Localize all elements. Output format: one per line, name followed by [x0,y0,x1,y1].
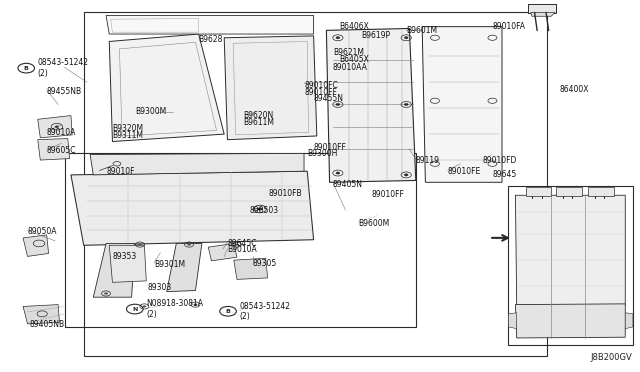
Polygon shape [93,243,135,297]
Text: 89010FB: 89010FB [269,189,303,198]
Text: B9619P: B9619P [362,31,390,41]
Text: 890503: 890503 [250,206,279,215]
Bar [84,12,547,356]
Polygon shape [109,34,224,141]
Circle shape [336,172,340,174]
Polygon shape [525,187,551,196]
Text: 89050A: 89050A [28,227,57,236]
Polygon shape [106,16,314,34]
Text: 86400X: 86400X [559,85,589,94]
Bar [65,153,416,327]
Text: 89010FE: 89010FE [448,167,481,176]
Text: 89405NB: 89405NB [29,321,65,330]
Text: 89010FC: 89010FC [304,81,338,90]
Text: 89305: 89305 [253,259,277,268]
Polygon shape [90,153,304,175]
Text: B: B [24,65,29,71]
Polygon shape [508,313,516,329]
Text: 89010F: 89010F [106,167,134,176]
Text: B9620N: B9620N [243,111,274,120]
Text: B6406X: B6406X [339,22,369,31]
Text: 89010A: 89010A [47,128,76,137]
Polygon shape [234,258,268,279]
Text: B9300M: B9300M [135,108,166,116]
Circle shape [193,304,197,306]
Text: N08918-3081A
(2): N08918-3081A (2) [147,299,204,319]
Text: 89605C: 89605C [47,146,76,155]
Text: 89645: 89645 [492,170,516,179]
Polygon shape [208,243,237,261]
Text: 89010FD: 89010FD [483,155,517,164]
Polygon shape [515,304,625,338]
Text: 89645C: 89645C [227,239,257,248]
Text: B: B [226,309,230,314]
Polygon shape [224,36,317,140]
Text: B9010A: B9010A [227,245,257,254]
Text: 89455N: 89455N [314,94,344,103]
Text: 89405N: 89405N [333,180,363,189]
Polygon shape [71,171,314,245]
Circle shape [235,243,239,246]
Circle shape [336,37,340,39]
Polygon shape [422,27,502,182]
Polygon shape [326,29,416,182]
Polygon shape [109,245,147,282]
Polygon shape [167,243,202,292]
Text: B9628: B9628 [198,35,223,44]
Polygon shape [527,4,556,13]
Text: 08543-51242
(2): 08543-51242 (2) [239,302,291,321]
Text: 89119: 89119 [416,155,440,164]
Text: B9301M: B9301M [154,260,185,269]
Circle shape [138,243,142,246]
Text: N: N [132,307,138,311]
Circle shape [55,126,59,128]
Text: B9601M: B9601M [406,26,437,35]
Text: 89455NB: 89455NB [47,87,82,96]
Circle shape [404,103,408,106]
Polygon shape [38,116,72,138]
Circle shape [404,174,408,176]
Circle shape [187,243,191,246]
Text: B9300H: B9300H [307,149,338,158]
Text: 89010FF: 89010FF [314,142,346,151]
Polygon shape [23,305,60,324]
Polygon shape [556,187,582,196]
Text: 89010FF: 89010FF [304,88,337,97]
Text: B6405X: B6405X [339,55,369,64]
Polygon shape [515,195,625,307]
Text: B9320M: B9320M [113,124,143,133]
Text: 08543-51242
(2): 08543-51242 (2) [38,58,89,78]
Text: B9600M: B9600M [358,219,390,228]
Text: B9621M: B9621M [333,48,364,57]
Text: B9611M: B9611M [243,118,275,127]
Text: B9311M: B9311M [113,131,143,141]
Polygon shape [625,313,633,329]
Polygon shape [531,13,555,16]
Text: 89010FF: 89010FF [371,190,404,199]
Circle shape [257,208,262,211]
Polygon shape [588,187,614,196]
Circle shape [336,103,340,106]
Bar [508,186,633,345]
Text: 89303: 89303 [148,283,172,292]
Text: 89010AA: 89010AA [333,63,367,72]
Text: 89353: 89353 [113,252,137,261]
Text: J8B200GV: J8B200GV [590,353,632,362]
Circle shape [143,305,147,308]
Polygon shape [23,235,49,256]
Circle shape [404,37,408,39]
Circle shape [104,292,108,295]
Polygon shape [38,138,70,160]
Text: 89010FA: 89010FA [492,22,525,31]
